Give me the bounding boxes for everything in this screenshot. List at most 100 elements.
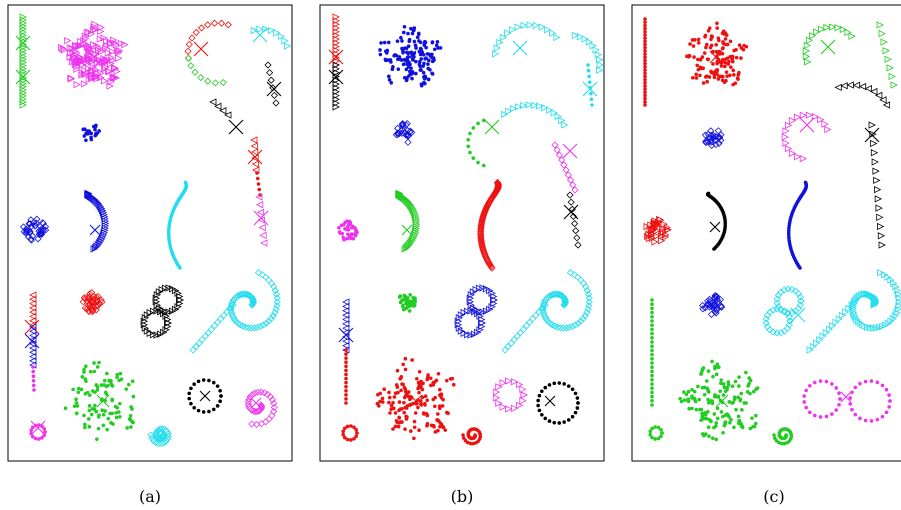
point-marker [93,127,97,132]
cluster-red-ring [341,424,359,442]
point-marker [799,111,808,119]
point-marker [97,129,101,133]
point-marker [410,358,414,362]
point-marker [256,208,265,216]
point-marker [395,39,400,43]
point-marker [402,121,410,129]
cluster-cyan-dots [582,63,598,107]
point-marker [720,78,725,83]
point-marker [802,47,810,55]
point-marker [88,369,93,374]
point-marker [573,391,578,396]
point-marker [701,81,706,85]
point-marker [105,67,113,75]
point-marker [268,396,277,404]
point-marker [706,369,711,373]
point-marker [248,420,256,428]
point-marker [432,58,436,62]
point-marker [788,285,796,293]
point-marker [156,330,165,338]
point-marker [141,314,150,322]
point-marker [93,403,97,408]
point-marker [398,376,403,381]
point-marker [435,40,440,44]
point-marker [131,394,136,399]
point-marker [722,30,726,35]
point-marker [658,237,666,245]
cluster-green-bar [15,13,31,109]
point-marker [158,425,166,433]
point-marker [877,269,885,277]
point-marker [539,302,547,310]
point-marker [887,393,891,397]
point-marker [797,297,805,305]
point-marker [95,299,103,307]
point-marker [577,276,585,284]
point-marker [185,40,193,48]
point-marker [543,385,548,390]
point-marker [418,46,423,51]
point-marker [344,372,348,377]
point-marker [713,364,717,369]
point-marker [378,399,382,404]
point-marker [437,404,442,408]
point-marker [704,42,709,47]
point-marker [424,45,428,50]
point-marker [224,21,232,29]
point-marker [650,386,654,391]
point-marker [19,101,27,109]
point-marker [418,59,422,64]
point-marker [547,383,552,387]
point-marker [383,57,388,62]
point-marker [823,23,831,32]
point-marker [579,315,587,323]
point-marker [878,241,886,249]
point-marker [536,102,544,110]
point-marker [571,321,580,329]
point-marker [34,235,42,243]
point-marker [887,317,895,325]
point-marker [568,322,577,331]
point-marker [192,405,196,410]
point-marker [714,372,719,377]
point-marker [189,401,193,406]
point-marker [645,230,653,239]
point-marker [417,369,422,374]
point-marker [715,362,720,367]
point-marker [100,229,108,237]
point-marker [210,322,219,330]
point-marker [788,117,797,125]
point-marker [804,405,808,410]
point-marker [196,408,201,413]
point-marker [83,377,88,381]
cluster-red-small-spiral [461,427,483,446]
point-marker [19,49,27,58]
point-marker [413,411,418,415]
cluster-center-cross [193,41,209,57]
point-marker [558,291,566,300]
cluster-blue-blob [19,215,50,244]
point-marker [410,76,414,81]
point-marker [411,228,420,237]
point-marker [704,130,712,138]
point-marker [407,201,415,210]
point-marker [888,72,896,81]
point-marker [332,31,340,40]
point-marker [690,394,694,399]
point-marker [19,31,27,39]
point-marker [873,185,882,194]
point-marker [342,298,350,306]
point-marker [541,104,549,112]
point-marker [818,25,826,33]
point-marker [259,321,268,329]
point-marker [709,304,717,312]
point-marker [754,387,758,391]
point-marker [470,330,479,338]
point-marker [345,227,350,232]
point-marker [713,394,717,399]
point-marker [793,153,802,161]
point-marker [174,303,182,311]
point-marker [551,141,559,149]
point-marker [332,61,340,69]
point-marker [29,232,37,240]
